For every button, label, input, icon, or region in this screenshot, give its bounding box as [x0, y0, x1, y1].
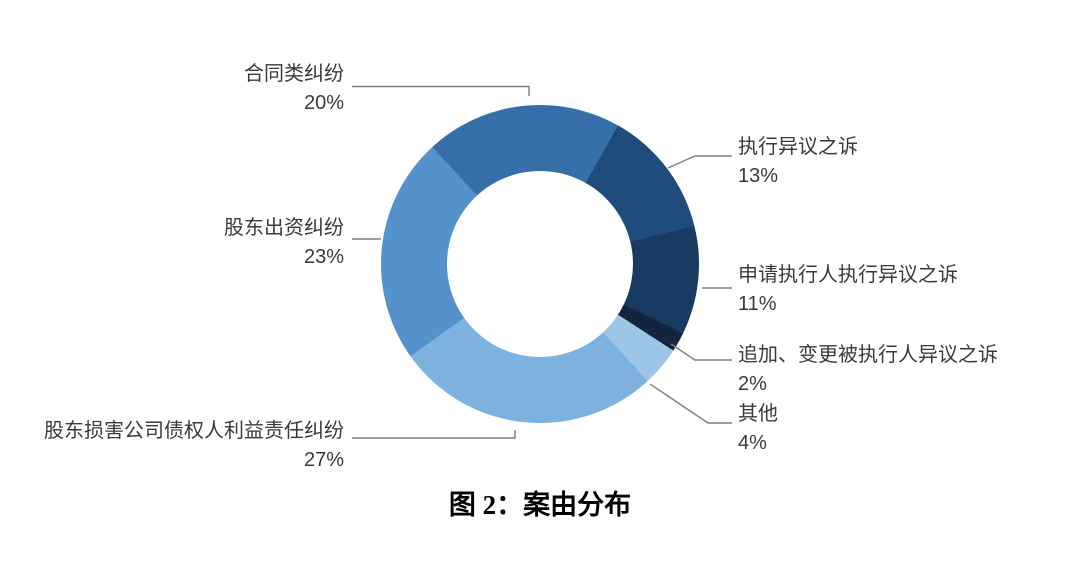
callout-contract-disputes: 合同类纠纷 20%: [244, 60, 344, 118]
figure-caption: 图 2：案由分布: [448, 490, 632, 520]
callout-others: 其他 4%: [738, 400, 778, 458]
leader-line-others: [649, 383, 732, 424]
callout-label: 其他: [738, 403, 778, 425]
leader-line-contract-disputes: [352, 85, 530, 96]
callout-percent: 13%: [738, 165, 779, 187]
callout-percent: 11%: [738, 293, 777, 315]
callout-percent: 20%: [303, 92, 344, 114]
leader-line-shareholder-harm-creditor: [352, 430, 516, 439]
callout-label: 股东损害公司债权人利益责任纠纷: [44, 420, 344, 442]
callout-label: 追加、变更被执行人异议之诉: [738, 344, 998, 366]
callout-percent: 4%: [738, 432, 767, 454]
callout-applicant-execution-objection: 申请执行人执行异议之诉 11%: [738, 261, 958, 319]
callout-shareholder-contribution: 股东出资纠纷 23%: [224, 214, 344, 272]
callout-shareholder-harm-creditor: 股东损害公司债权人利益责任纠纷 27%: [44, 417, 344, 475]
callout-label: 申请执行人执行异议之诉: [738, 264, 958, 286]
callout-label: 合同类纠纷: [244, 63, 344, 85]
donut-hole: [447, 171, 633, 357]
callout-add-change-executee-objection: 追加、变更被执行人异议之诉 2%: [738, 341, 998, 399]
callout-percent: 27%: [303, 449, 344, 471]
leader-line-add-change-executee-objection: [670, 343, 732, 361]
callout-percent: 2%: [738, 373, 767, 395]
leader-line-execution-objection: [667, 155, 732, 169]
callout-percent: 23%: [303, 246, 344, 268]
callout-execution-objection: 执行异议之诉 13%: [738, 133, 858, 191]
callout-label: 执行异议之诉: [738, 136, 858, 158]
callout-label: 股东出资纠纷: [224, 217, 344, 239]
